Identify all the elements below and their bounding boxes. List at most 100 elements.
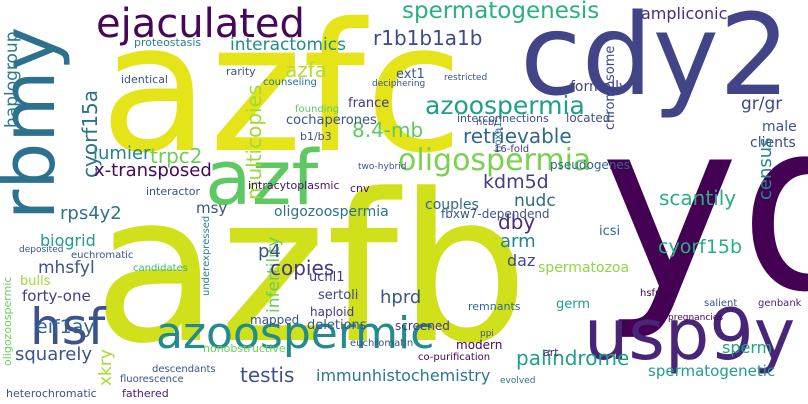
word: hsf [30,298,106,356]
word: founding [295,104,340,115]
word: forty-one [22,287,91,305]
word: biogrid [40,231,96,250]
word: interactor [146,185,200,198]
word: euchromatin [350,338,414,349]
word: oligozoospermia [274,204,389,220]
word: art [543,346,559,359]
word: daz [507,251,536,270]
word: bulls [20,274,51,289]
word: counseling [263,77,317,88]
word: underexpressed [201,215,212,296]
word: formally [570,79,628,95]
word: interconnections [457,112,549,125]
word: identical [121,73,168,86]
word: 8.4-mb [352,118,424,142]
word: hsfs [640,288,661,299]
word: descendants [152,364,216,375]
word: hprd [380,287,422,308]
word: fluorescence [120,374,184,385]
word: trpc2 [150,144,203,168]
word: sperm [722,338,773,357]
word: azfb [93,151,529,389]
word: testis [240,363,295,387]
word: azf [205,133,319,222]
word: azoospermia [425,91,585,120]
word: sertoli [318,288,359,303]
word: evolved [500,376,536,386]
word: proteostasis [134,36,202,49]
word: palindrome [516,346,630,370]
word: eif1ay [36,316,95,338]
word: cnv [350,182,370,195]
word: rps4y2 [60,203,122,224]
word: spermatogenetic [648,362,776,380]
word: germ [556,297,591,312]
word: gr/gr [741,94,783,114]
word: squarely [15,344,92,365]
word: azoospermic [156,308,435,359]
word: scantily [659,186,737,210]
word: uchl1 [309,270,345,285]
word: immunhistochemistry [316,366,491,385]
word: haplogroup [2,31,22,128]
word: male [762,119,797,135]
word: nudc [514,191,556,211]
word: spermatogenesis [402,0,600,24]
word: candidates [133,263,188,274]
word: p4 [258,241,281,262]
word: deposited [19,245,64,255]
word: fathered [122,387,169,400]
word: dby [498,210,536,234]
word: heterochromatic [6,387,97,400]
word: arm [500,231,536,252]
word: oligospermia [398,143,592,178]
word: retrievable [463,124,572,148]
word: ncbi [476,117,497,128]
word: euchromatic [71,250,134,261]
word: deletions [307,318,367,333]
word: ampliconic [641,4,728,23]
word: spermatozoa [538,260,630,276]
word: screened [395,319,450,333]
word: yq [600,71,808,344]
word: msy [196,199,228,217]
word: xkry [96,349,116,386]
word: genbank [758,298,802,309]
word: census [755,137,776,200]
word: pseudogenes [550,158,631,172]
word: azfc [100,0,464,192]
word: cdy2 [520,0,791,121]
word: couples [425,197,479,213]
word: mhsfyl [38,258,95,278]
word: mapped [250,313,300,327]
word: cochaperones [286,113,377,128]
word: icsi [599,224,621,239]
word: usp9y [584,294,796,376]
word: x-transposed [94,160,212,181]
word: deciphering [372,79,426,89]
word: haploid [310,305,355,319]
word: restricted [444,73,488,83]
word: rarity [226,65,256,78]
word: b1/b3 [300,130,332,143]
word: ext1 [396,67,425,82]
word: cyorf15b [658,236,743,258]
word: lumier [93,143,151,164]
word: salient [704,298,738,309]
word: ejaculated [96,1,305,47]
word: r1b1b1a1b [373,26,483,50]
word: azfa [285,58,328,82]
word: interactomics [230,35,346,55]
word: ppi [480,329,494,339]
word: nonobstructive [203,342,286,355]
word: france [348,96,390,111]
word: 16-fold [494,144,530,155]
word: copies [270,256,335,280]
word: remnants [468,300,521,313]
word: co-purification [418,352,491,363]
word: clients [750,135,796,151]
word: intracytoplasmic [248,179,340,192]
word: fbxw7-dependend [441,207,550,221]
word: kdm5d [483,171,549,193]
